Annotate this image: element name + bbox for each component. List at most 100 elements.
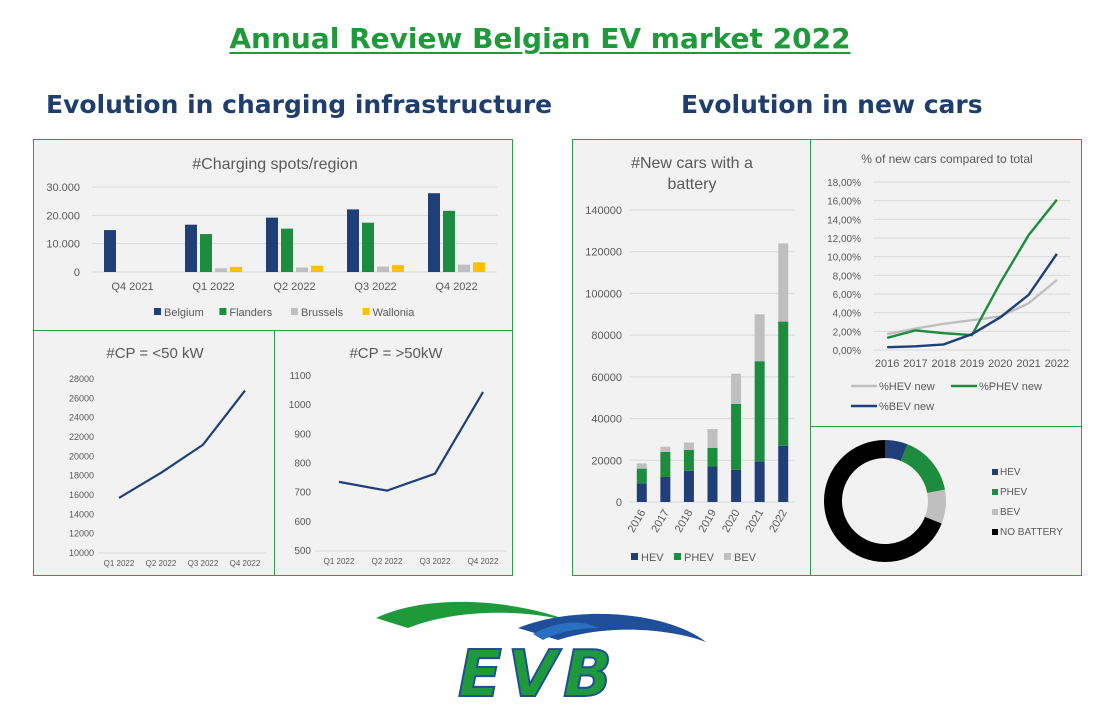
legend-label: HEV (641, 552, 664, 564)
bar-segment-bev (754, 314, 765, 362)
y-tick-label: 14,00% (827, 215, 861, 226)
y-tick-label: 60000 (591, 372, 622, 384)
logo-text: EVB (458, 638, 618, 712)
bar-segment-phev (754, 361, 765, 462)
y-tick-label: 6,00% (833, 290, 861, 301)
legend-label: Wallonia (373, 307, 416, 319)
charging-section-title: Evolution in charging infrastructure (46, 90, 553, 119)
bar-wallonia (311, 265, 323, 272)
pct-new-cars-panel: % of new cars compared to total 0,00% 2,0… (810, 139, 1082, 427)
legend-label: %PHEV new (979, 381, 1042, 393)
x-tick-label: 2017 (649, 508, 672, 535)
x-tick-label: 2019 (696, 508, 719, 535)
x-tick-label: Q4 2021 (111, 281, 153, 293)
x-tick-label: Q4 2022 (468, 557, 499, 566)
bar-segment-phev (660, 451, 671, 477)
legend-label: BEV (734, 552, 757, 564)
legend-label: Brussels (301, 307, 344, 319)
y-tick-label: 10000 (69, 548, 94, 558)
y-tick-label: 10,00% (827, 253, 861, 264)
legend-swatch (992, 489, 998, 495)
bar-segment-phev (707, 447, 718, 467)
bar-segment-hev (731, 469, 742, 502)
bar-flanders (200, 234, 212, 272)
legend-label: PHEV (1000, 487, 1028, 498)
bar-segment-bev (683, 442, 694, 450)
legend-swatch (724, 553, 731, 560)
x-tick-label: Q2 2022 (372, 557, 403, 566)
legend-swatch (154, 308, 161, 315)
slice-no-battery (824, 440, 946, 562)
bar-segment-hev (683, 470, 694, 502)
bar-wallonia (473, 262, 485, 272)
x-tick-label: Q2 2022 (146, 559, 177, 568)
legend-label: NO BATTERY (1000, 527, 1063, 538)
y-tick-label: 10.000 (46, 239, 80, 251)
bar-brussels (296, 267, 308, 272)
y-tick-label: 18,00% (827, 178, 861, 189)
legend-label: Belgium (164, 307, 204, 319)
x-tick-label: 2016 (626, 508, 649, 535)
x-tick-label: 2019 (960, 358, 984, 370)
charging-spots-chart: 0 10.000 20.000 30.000 Q4 2021 Q1 2022 Q2 2022… (46, 182, 497, 319)
chart-title: #CP = >50kW (349, 345, 443, 362)
battery-share-panel: HEV PHEV BEV NO BATTERY (810, 426, 1082, 576)
bar-segment-hev (707, 466, 718, 502)
bar-segment-bev (778, 243, 789, 322)
legend-swatch (992, 529, 998, 535)
y-tick-label: 1000 (289, 400, 312, 411)
y-tick-label: 140000 (585, 205, 622, 217)
bar-segment-hev (754, 461, 765, 502)
y-tick-label: 30.000 (46, 182, 80, 194)
bar-belgium (266, 217, 278, 272)
y-tick-label: 18000 (69, 471, 94, 481)
battery-share-chart: HEV PHEV BEV NO BATTERY (824, 440, 1063, 562)
bar-flanders (281, 228, 293, 272)
chart-title: % of new cars compared to total (861, 152, 1032, 166)
x-tick-label: 2016 (875, 358, 899, 370)
y-tick-label: 8,00% (833, 271, 861, 282)
y-tick-label: 12,00% (827, 234, 861, 245)
bar-segment-bev (660, 446, 671, 452)
legend-swatch (291, 308, 298, 315)
y-tick-label: 14000 (69, 509, 94, 519)
bar-wallonia (230, 266, 242, 272)
y-tick-label: 0 (74, 267, 80, 279)
chart-title: #CP = <50 kW (106, 345, 204, 362)
y-tick-label: 28000 (69, 374, 94, 384)
x-tick-label: 2021 (744, 508, 767, 535)
x-tick-label: 2022 (1045, 358, 1069, 370)
charging-spots-panel: #Charging spots/region 0 10.000 20.000 30.0… (33, 139, 513, 331)
new-cars-battery-panel: #New cars with a battery 0 20000 40000 6000… (572, 139, 811, 576)
bar-belgium (347, 209, 359, 272)
logo-swoosh-green (376, 601, 583, 628)
legend-label: Flanders (229, 307, 272, 319)
x-tick-label: 2020 (720, 508, 743, 535)
y-tick-label: 100000 (585, 288, 622, 300)
x-tick-label: Q3 2022 (420, 557, 451, 566)
y-tick-label: 600 (294, 517, 311, 528)
y-tick-label: 500 (294, 546, 311, 557)
legend-swatch (219, 308, 227, 315)
x-tick-label: 2021 (1016, 358, 1040, 370)
bar-brussels (215, 268, 227, 272)
y-tick-label: 20000 (69, 451, 94, 461)
legend-swatch (992, 469, 998, 475)
cp-over-50-panel: #CP = >50kW 500 600 700 800 900 1000 1100 Q1 20… (274, 330, 513, 576)
logo-swoosh-inner (533, 622, 598, 640)
x-tick-label: Q2 2022 (273, 281, 315, 293)
bar-segment-bev (636, 463, 647, 469)
pct-new-cars-chart: 0,00% 2,00% 4,00% 6,00% 8,00% 10,00% 12,00% 14,… (827, 178, 1071, 413)
y-tick-label: 26000 (69, 393, 94, 403)
bar-segment-phev (683, 449, 694, 471)
series-line (886, 279, 1058, 336)
main-title: Annual Review Belgian EV market 2022 (229, 22, 851, 55)
y-tick-label: 120000 (585, 247, 622, 259)
y-tick-label: 24000 (69, 413, 94, 423)
y-tick-label: 20000 (591, 455, 622, 467)
bar-segment-hev (636, 483, 647, 502)
legend-swatch (674, 553, 681, 560)
x-tick-label: Q1 2022 (104, 559, 135, 568)
new-cars-battery-chart: 0 20000 40000 60000 80000 100000 120000 140000 2… (585, 205, 795, 564)
x-tick-label: Q4 2022 (435, 281, 477, 293)
